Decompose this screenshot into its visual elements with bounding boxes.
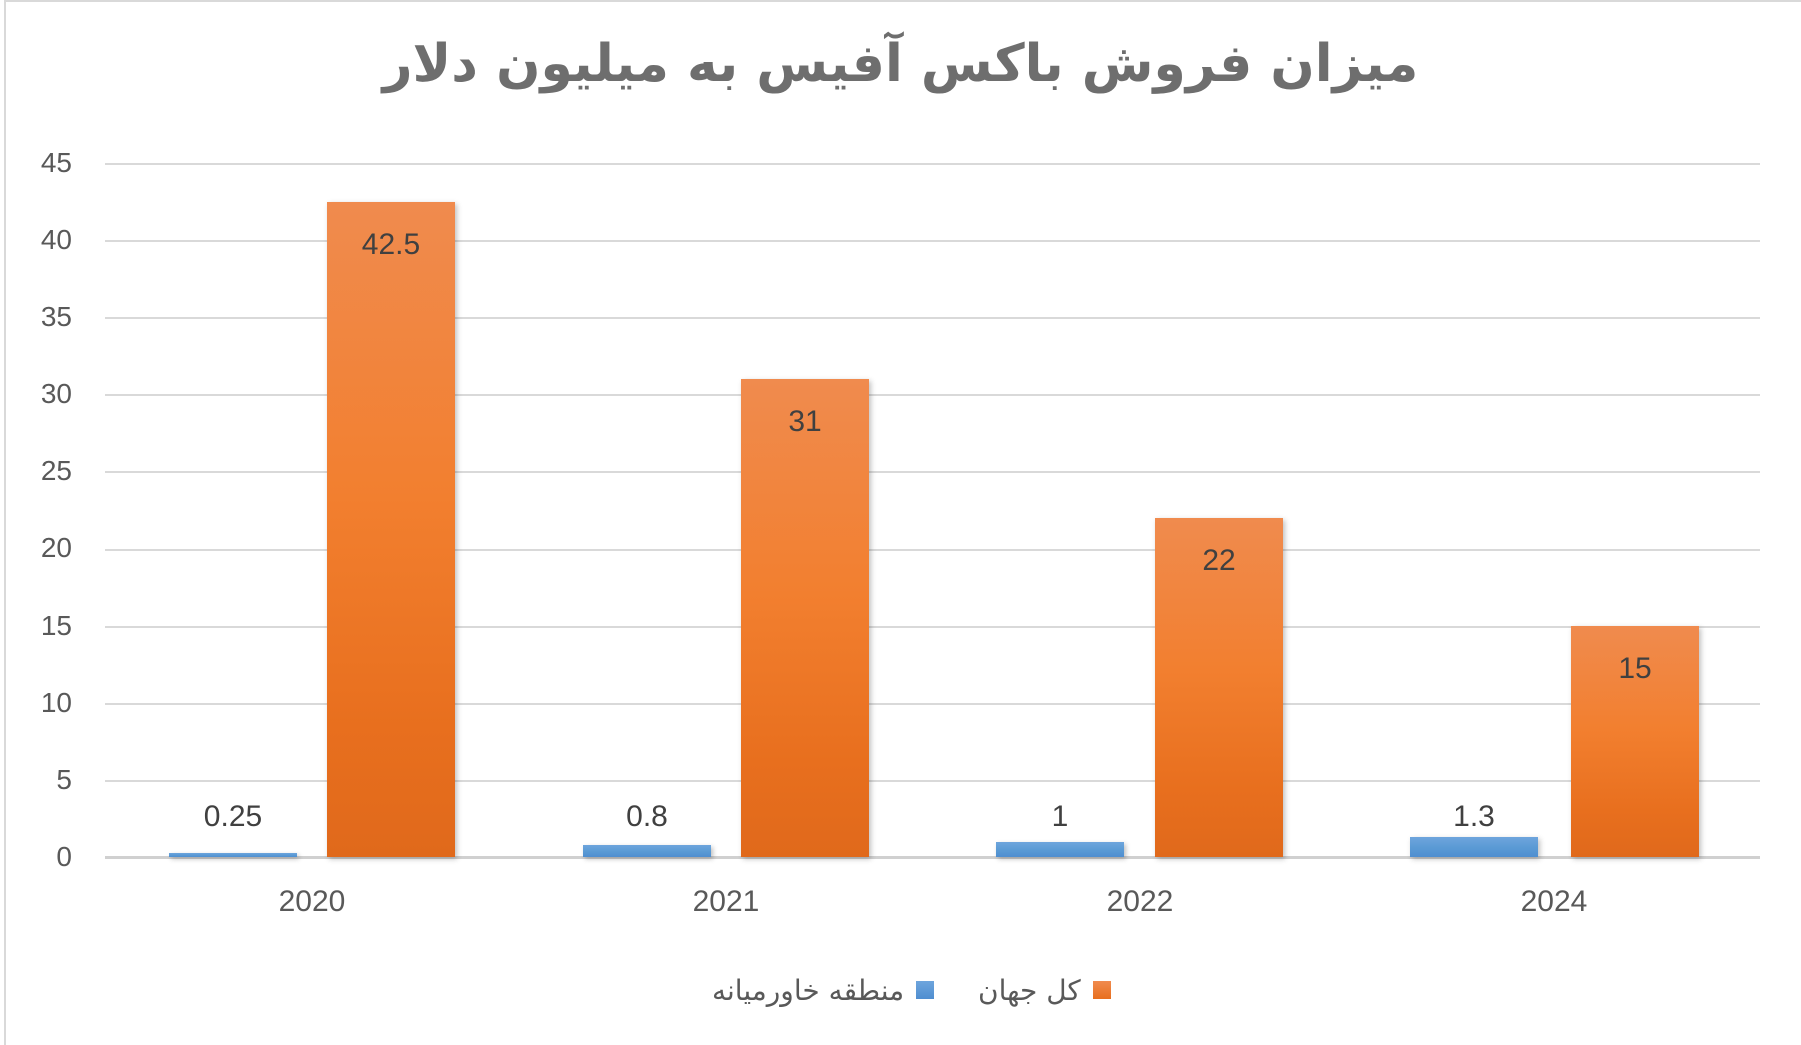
- gridline-10: [105, 703, 1760, 705]
- x-label-2024: 2024: [1520, 885, 1588, 918]
- y-tick-20: 20: [40, 532, 72, 563]
- bar-middle-east-2020[interactable]: [169, 853, 297, 857]
- label-world-2022: 22: [1202, 544, 1236, 577]
- label-world-2020: 42.5: [361, 228, 421, 261]
- chart-frame: [4, 0, 1801, 1045]
- legend-label-middle-east: منطقه خاورمیانه: [712, 973, 905, 1007]
- label-middle-east-2020: 0.25: [203, 800, 263, 833]
- legend-item-middle-east[interactable]: منطقه خاورمیانه: [712, 968, 935, 1012]
- y-tick-15: 15: [40, 610, 72, 641]
- x-label-2021: 2021: [692, 885, 760, 918]
- bar-middle-east-2021[interactable]: [583, 845, 711, 857]
- gridline-40: [105, 240, 1760, 242]
- y-tick-45: 45: [40, 147, 72, 178]
- label-middle-east-2021: 0.8: [626, 800, 668, 833]
- label-world-2021: 31: [788, 405, 822, 438]
- bar-world-2022[interactable]: [1155, 518, 1283, 857]
- legend-label-world: کل جهان: [978, 973, 1081, 1007]
- chart-title: میزان فروش باکس آفیس به میلیون دلار: [382, 34, 1419, 94]
- legend: کل جهان منطقه خاورمیانه: [0, 968, 1801, 1012]
- gridline-30: [105, 394, 1760, 396]
- y-tick-25: 25: [40, 455, 72, 486]
- y-tick-0: 0: [56, 841, 72, 872]
- label-middle-east-2022: 1: [1051, 800, 1069, 833]
- gridline-5: [105, 780, 1760, 782]
- gridline-35: [105, 317, 1760, 319]
- bar-middle-east-2022[interactable]: [996, 842, 1124, 857]
- label-world-2024: 15: [1618, 652, 1652, 685]
- y-tick-30: 30: [40, 378, 72, 409]
- gridline-15: [105, 626, 1760, 628]
- y-tick-35: 35: [40, 301, 72, 332]
- bar-world-2021[interactable]: [741, 379, 869, 857]
- y-tick-5: 5: [56, 764, 72, 795]
- label-middle-east-2024: 1.3: [1453, 800, 1495, 833]
- legend-item-world[interactable]: کل جهان: [978, 968, 1111, 1012]
- plot-area: [105, 163, 1760, 859]
- x-axis-line: [105, 856, 1760, 859]
- legend-swatch-blue-icon: [916, 981, 935, 999]
- gridline-25: [105, 471, 1760, 473]
- y-tick-10: 10: [40, 687, 72, 718]
- x-label-2022: 2022: [1106, 885, 1174, 918]
- bar-middle-east-2024[interactable]: [1410, 837, 1538, 857]
- y-tick-40: 40: [40, 224, 72, 255]
- gridline-20: [105, 549, 1760, 551]
- gridline-45: [105, 163, 1760, 165]
- legend-swatch-orange-icon: [1092, 981, 1111, 999]
- x-label-2020: 2020: [278, 885, 346, 918]
- bar-world-2024[interactable]: [1571, 626, 1699, 857]
- bar-world-2020[interactable]: [327, 202, 455, 857]
